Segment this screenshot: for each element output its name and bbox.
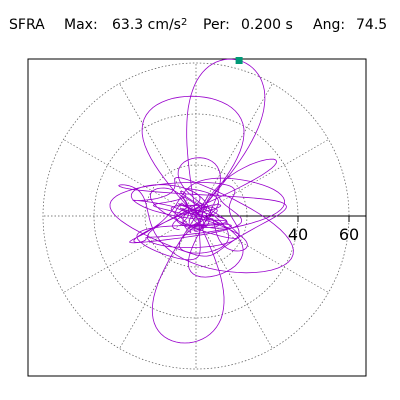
radial-tick-label-60: 60: [339, 225, 359, 244]
plot-frame: [27, 58, 367, 377]
max-value-text: 63.3 cm/s: [112, 17, 181, 33]
orbit-trace: [109, 58, 294, 344]
grid-spoke-210: [63, 215, 197, 293]
period-label: Per:: [203, 17, 230, 33]
station-name: SFRA: [9, 17, 45, 33]
grid-spoke-60: [195, 83, 273, 217]
max-value: 63.3 cm/s2: [112, 17, 187, 33]
period-value: 0.200 s: [241, 17, 293, 33]
grid-spoke-330: [195, 215, 329, 293]
grid-spoke-300: [195, 215, 273, 349]
grid-spoke-240: [119, 215, 197, 349]
peak-marker: [235, 57, 243, 64]
max-label: Max:: [64, 17, 98, 33]
grid-spoke-150: [63, 139, 197, 217]
radial-tick-label-40: 40: [288, 225, 308, 244]
radial-axis: 40 60: [196, 215, 366, 244]
max-exponent: 2: [180, 17, 188, 28]
angle-label: Ang:: [313, 17, 346, 33]
angle-value: 74.5: [356, 17, 388, 33]
